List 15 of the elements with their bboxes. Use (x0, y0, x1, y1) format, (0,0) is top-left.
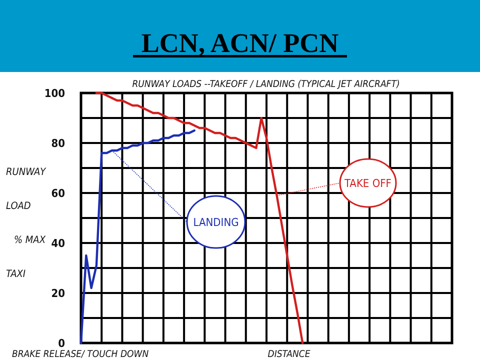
y-tick-label: 80 (51, 137, 66, 150)
text: RUNWAY LOAD % MAX TAXI (6, 167, 46, 280)
circled-label: TAKE OFF (276, 158, 397, 208)
text: BRAKE RELEASE/ TOUCH DOWN (12, 349, 150, 360)
y-tick-label: 60 (51, 187, 66, 200)
circled-label: LANDING (112, 150, 246, 249)
x-axis-title: DISTANCE (268, 349, 311, 360)
y-tick-label: 20 (51, 287, 66, 300)
y-tick-label: 40 (51, 237, 66, 250)
line-series (80, 129, 196, 344)
y-tick-label: 0 (58, 337, 66, 350)
line-series (95, 92, 304, 344)
chart-subtitle: RUNWAY LOADS --TAKEOFF / LANDING (TYPICAL JET AIRCRAFT) (132, 79, 400, 90)
y-tick-label: 100 (44, 87, 66, 100)
chart-title: LCN, ACN/ PCN (141, 28, 340, 58)
